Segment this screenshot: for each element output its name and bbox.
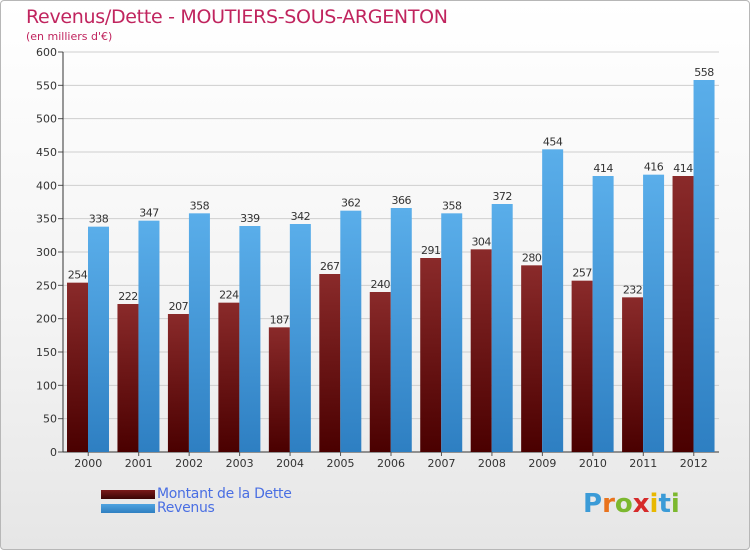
bar-revenue — [239, 226, 261, 452]
x-tick-label: 2012 — [680, 457, 708, 470]
bar-debt — [117, 304, 139, 452]
data-label-revenue: 338 — [89, 213, 109, 226]
x-tick-label: 2003 — [226, 457, 254, 470]
bar-debt — [167, 314, 189, 452]
data-label-debt: 414 — [673, 162, 693, 175]
y-tick-label: 50 — [43, 413, 57, 426]
x-tick-label: 2002 — [175, 457, 203, 470]
bar-revenue — [138, 220, 160, 452]
bar-debt — [369, 292, 391, 452]
y-tick-label: 350 — [36, 213, 57, 226]
legend-label-revenue: Revenus — [157, 500, 215, 516]
x-tick-label: 2009 — [528, 457, 556, 470]
x-tick-label: 2005 — [327, 457, 355, 470]
legend-swatch-revenue — [101, 504, 155, 513]
y-tick-label: 450 — [36, 146, 57, 159]
logo-letter: i — [649, 489, 659, 519]
bar-revenue — [88, 226, 109, 452]
logo-letter: P — [583, 489, 603, 519]
x-tick-label: 2010 — [579, 457, 607, 470]
bar-debt — [67, 282, 88, 452]
x-tick-label: 2000 — [74, 457, 102, 470]
x-tick-label: 2011 — [629, 457, 657, 470]
data-label-revenue: 347 — [139, 207, 159, 220]
data-label-debt: 257 — [572, 267, 592, 280]
chart-title: Revenus/Dette - MOUTIERS-SOUS-ARGENTON — [26, 6, 448, 28]
bar-revenue — [188, 213, 210, 452]
data-label-revenue: 558 — [694, 66, 714, 79]
y-tick-label: 250 — [36, 279, 57, 292]
x-tick-label: 2008 — [478, 457, 506, 470]
bar-revenue — [491, 204, 513, 452]
y-tick-label: 0 — [50, 446, 57, 459]
data-label-debt: 207 — [169, 300, 189, 313]
data-label-revenue: 342 — [291, 210, 311, 223]
bar-debt — [470, 249, 492, 452]
data-label-debt: 240 — [371, 278, 391, 291]
data-label-debt: 224 — [219, 289, 239, 302]
bar-debt — [622, 297, 644, 452]
data-label-debt: 254 — [68, 269, 88, 282]
logo-letter: i — [670, 489, 680, 519]
chart-subtitle: (en milliers d'€) — [26, 30, 113, 43]
data-label-debt: 232 — [623, 283, 643, 296]
legend-swatch-debt — [101, 490, 155, 499]
bar-debt — [319, 274, 341, 452]
data-label-revenue: 454 — [543, 135, 563, 148]
y-tick-label: 400 — [36, 179, 57, 192]
data-label-revenue: 372 — [492, 190, 512, 203]
bar-debt — [521, 265, 543, 452]
data-label-revenue: 366 — [392, 194, 412, 207]
logo-letter: r — [602, 489, 615, 519]
data-label-revenue: 358 — [442, 199, 462, 212]
bar-debt — [420, 258, 442, 452]
logo-letter: x — [632, 489, 650, 519]
bar-revenue — [592, 176, 614, 452]
data-label-revenue: 362 — [341, 197, 361, 210]
y-tick-label: 500 — [36, 113, 57, 126]
y-tick-label: 550 — [36, 79, 57, 92]
x-tick-label: 2007 — [427, 457, 455, 470]
data-label-revenue: 339 — [240, 212, 260, 225]
y-tick-label: 100 — [36, 379, 57, 392]
bar-debt — [218, 302, 240, 452]
data-label-debt: 304 — [471, 235, 491, 248]
proxiti-logo: Proxiti — [583, 489, 680, 519]
x-tick-label: 2001 — [125, 457, 153, 470]
y-tick-label: 300 — [36, 246, 57, 259]
y-tick-label: 600 — [36, 46, 57, 59]
bar-revenue — [643, 174, 665, 452]
bar-debt — [571, 280, 593, 452]
y-tick-label: 200 — [36, 313, 57, 326]
logo-letter: o — [614, 489, 633, 519]
bar-revenue — [441, 213, 463, 452]
data-label-revenue: 358 — [190, 199, 210, 212]
data-label-revenue: 416 — [644, 161, 664, 174]
data-label-debt: 187 — [270, 313, 290, 326]
x-tick-label: 2006 — [377, 457, 405, 470]
x-tick-label: 2004 — [276, 457, 304, 470]
bar-revenue — [542, 149, 564, 453]
legend-label-debt: Montant de la Dette — [157, 486, 292, 502]
data-label-debt: 222 — [118, 290, 138, 303]
bar-revenue — [289, 224, 311, 452]
logo-letter: t — [658, 489, 671, 519]
data-label-debt: 280 — [522, 251, 542, 264]
bar-revenue — [340, 210, 362, 452]
bar-debt — [672, 176, 694, 452]
bar-revenue — [693, 80, 715, 452]
data-label-debt: 267 — [320, 260, 340, 273]
y-tick-label: 150 — [36, 346, 57, 359]
bar-debt — [268, 327, 290, 452]
data-label-debt: 291 — [421, 244, 441, 257]
bar-revenue — [390, 208, 412, 452]
data-label-revenue: 414 — [593, 162, 613, 175]
